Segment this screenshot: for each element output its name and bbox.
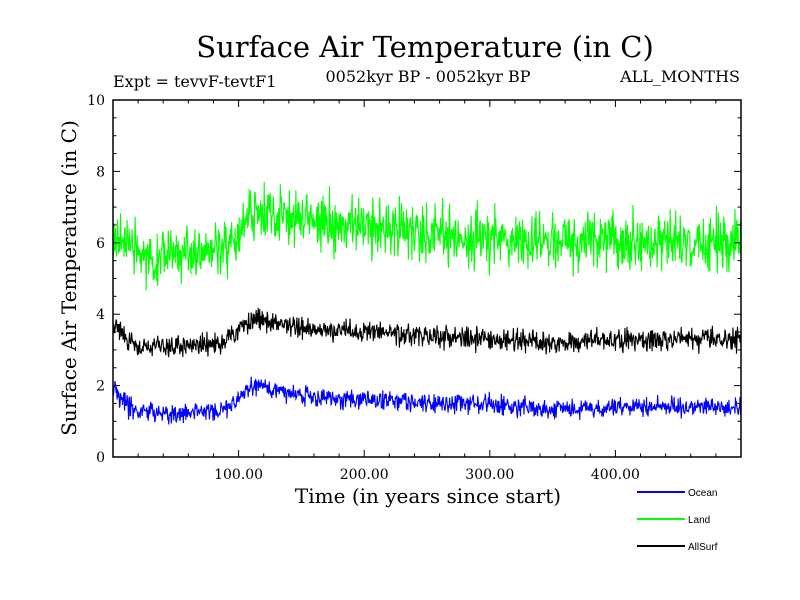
x-tick-label: 300.00 [465, 467, 514, 483]
y-tick-label: 0 [96, 450, 105, 466]
chart-title: Surface Air Temperature (in C) [196, 30, 654, 64]
subtitle-left: Expt = tevvF-tevtF1 [113, 72, 276, 91]
legend-label-land: Land [688, 515, 710, 526]
legend-label-allsurf: AllSurf [688, 542, 718, 553]
subtitle-right: ALL_MONTHS [619, 67, 740, 86]
subtitle-center: 0052kyr BP - 0052kyr BP [326, 67, 531, 86]
y-tick-label: 6 [96, 236, 105, 252]
y-tick-label: 8 [96, 164, 105, 180]
series-line-allsurf [112, 307, 742, 358]
x-tick-label: 400.00 [591, 467, 640, 483]
legend: Ocean Land AllSurf [637, 488, 718, 553]
x-axis-label: Time (in years since start) [295, 484, 561, 508]
y-tick-label: 10 [87, 93, 105, 109]
series-layer [112, 181, 742, 425]
series-line-ocean [112, 376, 742, 425]
y-axis-label: Surface Air Temperature (in C) [57, 120, 81, 436]
legend-label-ocean: Ocean [688, 488, 717, 499]
series-line-land [112, 181, 742, 291]
ticks-layer: 100.00 200.00 300.00 400.00 0 2 4 6 8 10 [87, 93, 741, 483]
y-tick-label: 2 [96, 379, 105, 395]
x-tick-label: 100.00 [214, 467, 263, 483]
y-tick-label: 4 [96, 307, 105, 323]
x-tick-label: 200.00 [340, 467, 389, 483]
